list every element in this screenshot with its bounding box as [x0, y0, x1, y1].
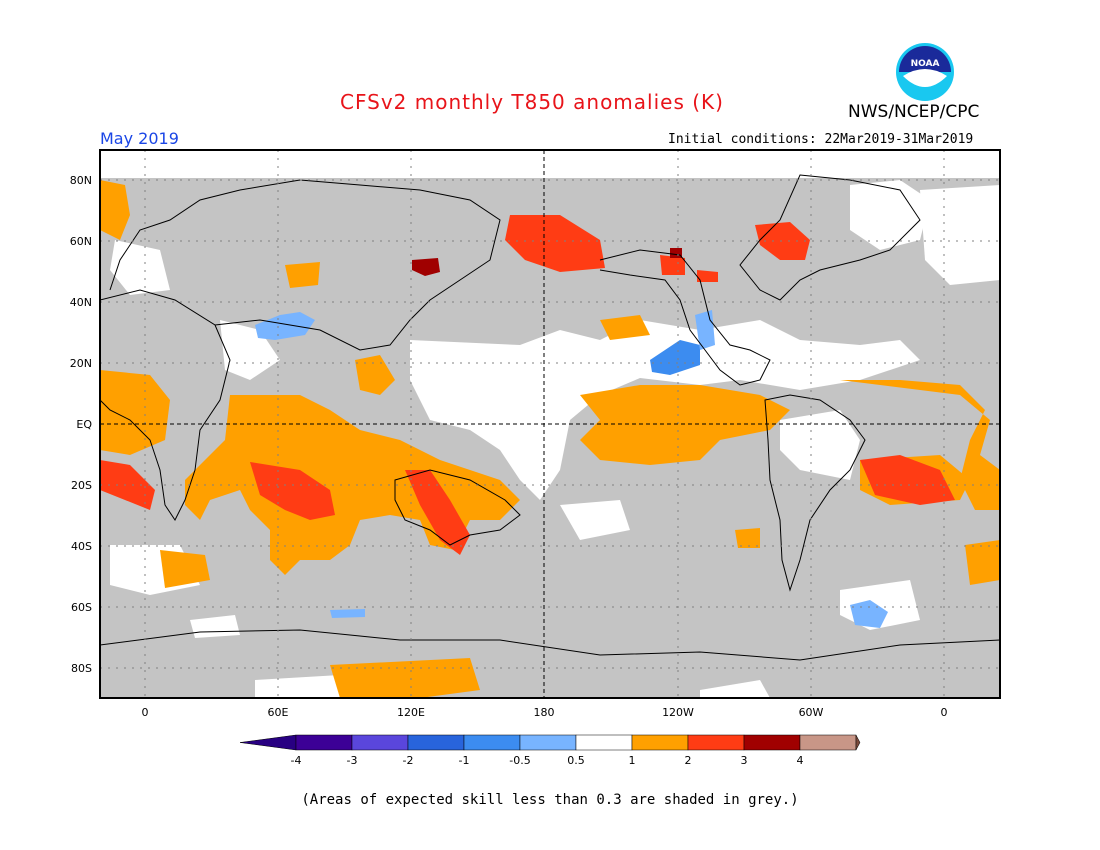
- colorbar-label: 3: [741, 754, 748, 767]
- forecast-month: May 2019: [100, 129, 179, 148]
- lon-tick: 60W: [799, 706, 824, 719]
- colorbar-label: 4: [797, 754, 804, 767]
- noaa-logo: NOAA: [896, 43, 954, 101]
- lat-tick: 20N: [70, 357, 92, 370]
- colorbar-swatch: [295, 734, 353, 751]
- lon-tick: 180: [534, 706, 555, 719]
- map-frame: [99, 149, 1001, 699]
- colorbar-swatch: [799, 734, 857, 751]
- logo-text: NOAA: [911, 59, 940, 69]
- lat-tick: 80N: [70, 174, 92, 187]
- lat-tick: 20S: [71, 479, 92, 492]
- colorbar-swatch: [743, 734, 801, 751]
- colorbar-label: -2: [403, 754, 414, 767]
- colorbar-swatch: [631, 734, 689, 751]
- colorbar-swatch: [463, 734, 521, 751]
- colorbar-swatch: [407, 734, 465, 751]
- lon-tick: 0: [142, 706, 149, 719]
- lat-tick: 60S: [71, 601, 92, 614]
- initial-conditions: Initial conditions: 22Mar2019-31Mar2019: [668, 132, 974, 147]
- lat-tick: 80S: [71, 662, 92, 675]
- colorbar-label: 2: [685, 754, 692, 767]
- map-field: [100, 150, 1000, 698]
- colorbar-label: -3: [347, 754, 358, 767]
- colorbar: -4 -3 -2 -1 -0.5 0.5 1 2 3 4: [239, 734, 861, 767]
- colorbar-swatch: [351, 734, 409, 751]
- colorbar-label: -1: [459, 754, 470, 767]
- skill-footnote: (Areas of expected skill less than 0.3 a…: [301, 792, 799, 808]
- colorbar-high-end: [855, 734, 861, 751]
- colorbar-label: -0.5: [509, 754, 530, 767]
- colorbar-swatch: [519, 734, 577, 751]
- chart-title: CFSv2 monthly T850 anomalies (K): [340, 90, 724, 114]
- colorbar-label: 1: [629, 754, 636, 767]
- colorbar-swatch: [687, 734, 745, 751]
- lon-tick: 60E: [268, 706, 289, 719]
- colorbar-label: 0.5: [567, 754, 585, 767]
- lon-tick: 120W: [662, 706, 694, 719]
- lat-tick: 40N: [70, 296, 92, 309]
- lat-tick: EQ: [76, 418, 92, 431]
- coastlines: [100, 174, 1000, 661]
- polar-strip: [100, 150, 1000, 178]
- extreme-warm-anomaly-spots: [412, 248, 682, 276]
- colorbar-label: -4: [291, 754, 302, 767]
- cool-anomaly-regions: [255, 310, 888, 628]
- organization-label: NWS/NCEP/CPC: [848, 102, 980, 122]
- lat-tick: 60N: [70, 235, 92, 248]
- lon-tick: 0: [941, 706, 948, 719]
- strong-warm-anomaly-regions: [100, 215, 955, 555]
- lat-tick: 40S: [71, 540, 92, 553]
- latitude-ticks: 80N 60N 40N 20N EQ 20S 40S 60S 80S: [70, 174, 93, 675]
- longitude-ticks: 0 60E 120E 180 120W 60W 0: [142, 706, 948, 719]
- lon-tick: 120E: [397, 706, 425, 719]
- colorbar-swatch: [575, 734, 633, 751]
- colorbar-low-end: [239, 734, 297, 751]
